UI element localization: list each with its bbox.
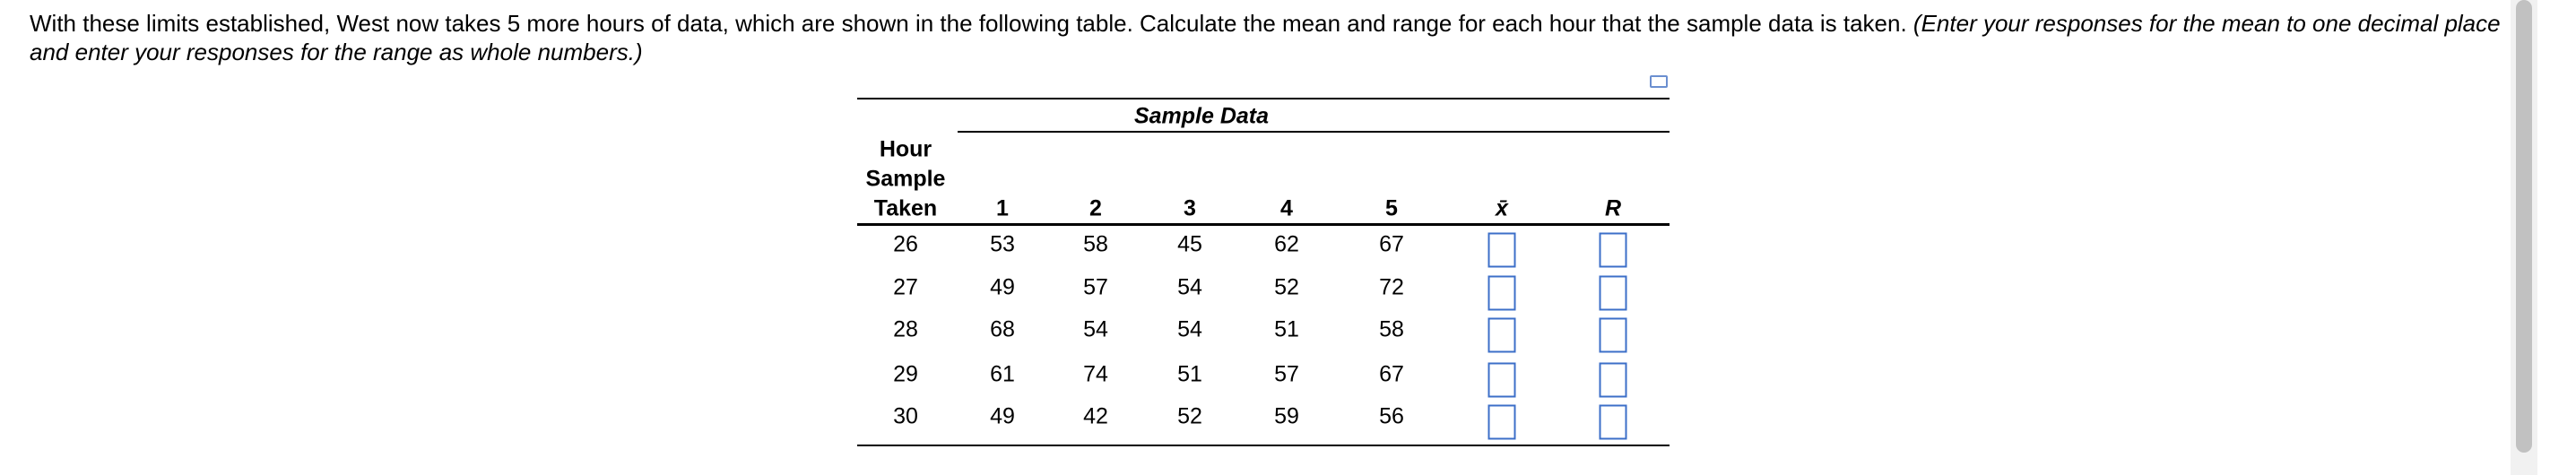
mean-input[interactable] [1487,404,1516,440]
column-header: 1 [996,195,1009,221]
column-header: Hour Sample Taken [865,136,946,221]
table-cell: 28 [893,316,918,342]
column-header: 5 [1385,195,1398,221]
table-cell: 58 [1083,231,1108,257]
range-input[interactable] [1599,275,1627,311]
question: With these limits established, West now … [30,9,2504,66]
table-cell: 45 [1177,231,1202,257]
table-cell: 52 [1177,403,1202,429]
table-cell: 57 [1274,361,1299,387]
table-cell: 49 [990,403,1015,429]
table-cell: 67 [1379,231,1404,257]
range-input[interactable] [1599,362,1627,398]
table-cell: 58 [1379,316,1404,342]
range-input[interactable] [1599,232,1627,268]
table-cell: 53 [990,231,1015,257]
mean-input[interactable] [1487,362,1516,398]
table-cell: 61 [990,361,1015,387]
column-header: 4 [1280,195,1293,221]
column-header: R [1604,195,1622,221]
table-cell: 29 [893,361,918,387]
table-cell: 42 [1083,403,1108,429]
mean-input[interactable] [1487,317,1516,353]
group-rule [958,131,1670,133]
column-header: 2 [1089,195,1102,221]
table-cell: 54 [1083,316,1108,342]
table-cell: 67 [1379,361,1404,387]
table-cell: 51 [1274,316,1299,342]
table-cell: 54 [1177,316,1202,342]
range-input[interactable] [1599,404,1627,440]
table-cell: 30 [893,403,918,429]
table-cell: 27 [893,274,918,300]
question-text: With these limits established, West now … [30,10,1907,37]
table-cell: 57 [1083,274,1108,300]
group-header: Sample Data [1133,103,1270,129]
column-header: x̄ [1496,195,1508,221]
table-cell: 59 [1274,403,1299,429]
table-cell: 62 [1274,231,1299,257]
table-cell: 68 [990,316,1015,342]
table-cell: 52 [1274,274,1299,300]
mean-input[interactable] [1487,275,1516,311]
column-header: 3 [1184,195,1196,221]
table-cell: 54 [1177,274,1202,300]
table-top-rule [857,98,1670,99]
instruction: (Enter your responses for the mean to on… [30,10,2501,65]
table-cell: 56 [1379,403,1404,429]
mean-input[interactable] [1487,232,1516,268]
table-cell: 51 [1177,361,1202,387]
header-rule [857,223,1670,226]
table-bottom-rule [857,445,1670,446]
scrollbar-thumb[interactable] [2516,0,2532,453]
table-cell: 26 [893,231,918,257]
expand-icon[interactable] [1650,75,1668,88]
table-cell: 49 [990,274,1015,300]
table-cell: 72 [1379,274,1404,300]
range-input[interactable] [1599,317,1627,353]
table-cell: 74 [1083,361,1108,387]
